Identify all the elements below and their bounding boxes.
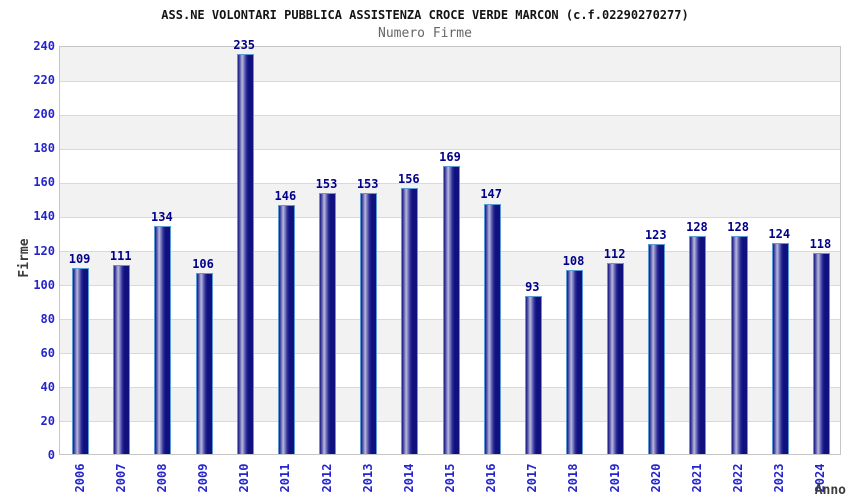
x-tick-label-2018: 2018	[566, 463, 581, 493]
bar-2014	[401, 188, 419, 454]
y-tick-label-120: 120	[33, 243, 55, 258]
bar-value-label-2013: 153	[356, 177, 379, 192]
y-tick-label-60: 60	[40, 345, 55, 360]
y-tick-label-140: 140	[33, 209, 55, 224]
x-tick-label-2022: 2022	[731, 463, 746, 493]
bar-value-label-2006: 109	[68, 252, 91, 267]
bar-2011	[277, 205, 295, 454]
x-tick-label-2006: 2006	[72, 463, 87, 493]
x-tick-label-2014: 2014	[401, 463, 416, 493]
y-axis-title: Firme	[17, 238, 32, 278]
bar-2017	[524, 295, 542, 454]
bar-value-label-2008: 134	[151, 209, 173, 224]
x-tick-label-2013: 2013	[360, 463, 375, 493]
bar-value-label-2019: 112	[603, 247, 626, 262]
bar-value-label-2010: 235	[233, 37, 256, 52]
x-tick-label-2017: 2017	[525, 463, 540, 493]
bar-value-label-2016: 147	[480, 187, 502, 202]
bar-2010	[236, 53, 254, 454]
x-tick-label-2009: 2009	[196, 463, 211, 493]
x-tick-label-2012: 2012	[319, 463, 334, 493]
bar-value-label-2018: 108	[562, 253, 585, 268]
gridline-200	[60, 114, 840, 116]
bar-2008	[154, 225, 172, 454]
bar-value-label-2022: 128	[727, 219, 749, 234]
bar-value-label-2021: 128	[686, 219, 708, 234]
bar-value-label-2020: 123	[644, 228, 667, 243]
y-tick-label-80: 80	[40, 311, 55, 326]
x-tick-label-2008: 2008	[154, 463, 169, 493]
y-tick-label-220: 220	[33, 73, 55, 88]
gridline-220	[60, 80, 840, 82]
bar-value-label-2007: 111	[109, 248, 132, 263]
x-tick-label-2020: 2020	[648, 463, 663, 493]
bar-2016	[483, 203, 501, 454]
bar-value-label-2014: 156	[397, 172, 420, 187]
y-tick-label-40: 40	[40, 379, 55, 394]
x-tick-label-2016: 2016	[484, 463, 499, 493]
bar-2006	[72, 268, 90, 454]
bar-2009	[195, 273, 213, 454]
y-tick-label-20: 20	[40, 413, 55, 428]
bar-2022	[730, 235, 748, 454]
chart-subtitle: Numero Firme	[378, 26, 472, 41]
y-tick-label-200: 200	[33, 107, 55, 122]
bar-2019	[607, 263, 625, 454]
x-tick-label-2010: 2010	[237, 463, 252, 493]
chart-title: ASS.NE VOLONTARI PUBBLICA ASSISTENZA CRO…	[161, 8, 689, 22]
x-axis-title: Anno	[814, 483, 846, 498]
y-tick-label-240: 240	[33, 39, 55, 53]
y-tick-label-160: 160	[33, 175, 55, 190]
bar-value-label-2011: 146	[274, 189, 297, 204]
x-tick-label-2021: 2021	[689, 463, 704, 493]
x-tick-label-2019: 2019	[607, 463, 622, 493]
bar-2023	[771, 242, 789, 454]
bar-value-label-2023: 124	[768, 226, 791, 241]
bar-2012	[319, 193, 337, 454]
bar-value-label-2012: 153	[315, 177, 338, 192]
y-tick-label-0: 0	[47, 448, 55, 462]
bar-value-label-2009: 106	[192, 257, 214, 272]
x-tick-label-2011: 2011	[278, 463, 293, 493]
plot-area	[59, 46, 841, 455]
gridline-180	[60, 148, 840, 150]
bar-2013	[360, 193, 378, 454]
bar-2021	[689, 235, 707, 454]
y-tick-label-180: 180	[33, 141, 55, 156]
bar-2018	[565, 269, 583, 454]
bar-2015	[442, 166, 460, 454]
bar-2007	[113, 264, 131, 454]
bar-value-label-2015: 169	[439, 149, 461, 164]
y-tick-label-100: 100	[33, 277, 55, 292]
x-tick-label-2015: 2015	[443, 463, 457, 493]
x-tick-label-2023: 2023	[772, 463, 787, 493]
bar-value-label-2017: 93	[525, 279, 540, 294]
bar-2024	[812, 252, 830, 454]
bar-value-label-2024: 118	[809, 236, 832, 251]
x-tick-label-2007: 2007	[113, 463, 128, 493]
bar-2020	[648, 244, 666, 454]
